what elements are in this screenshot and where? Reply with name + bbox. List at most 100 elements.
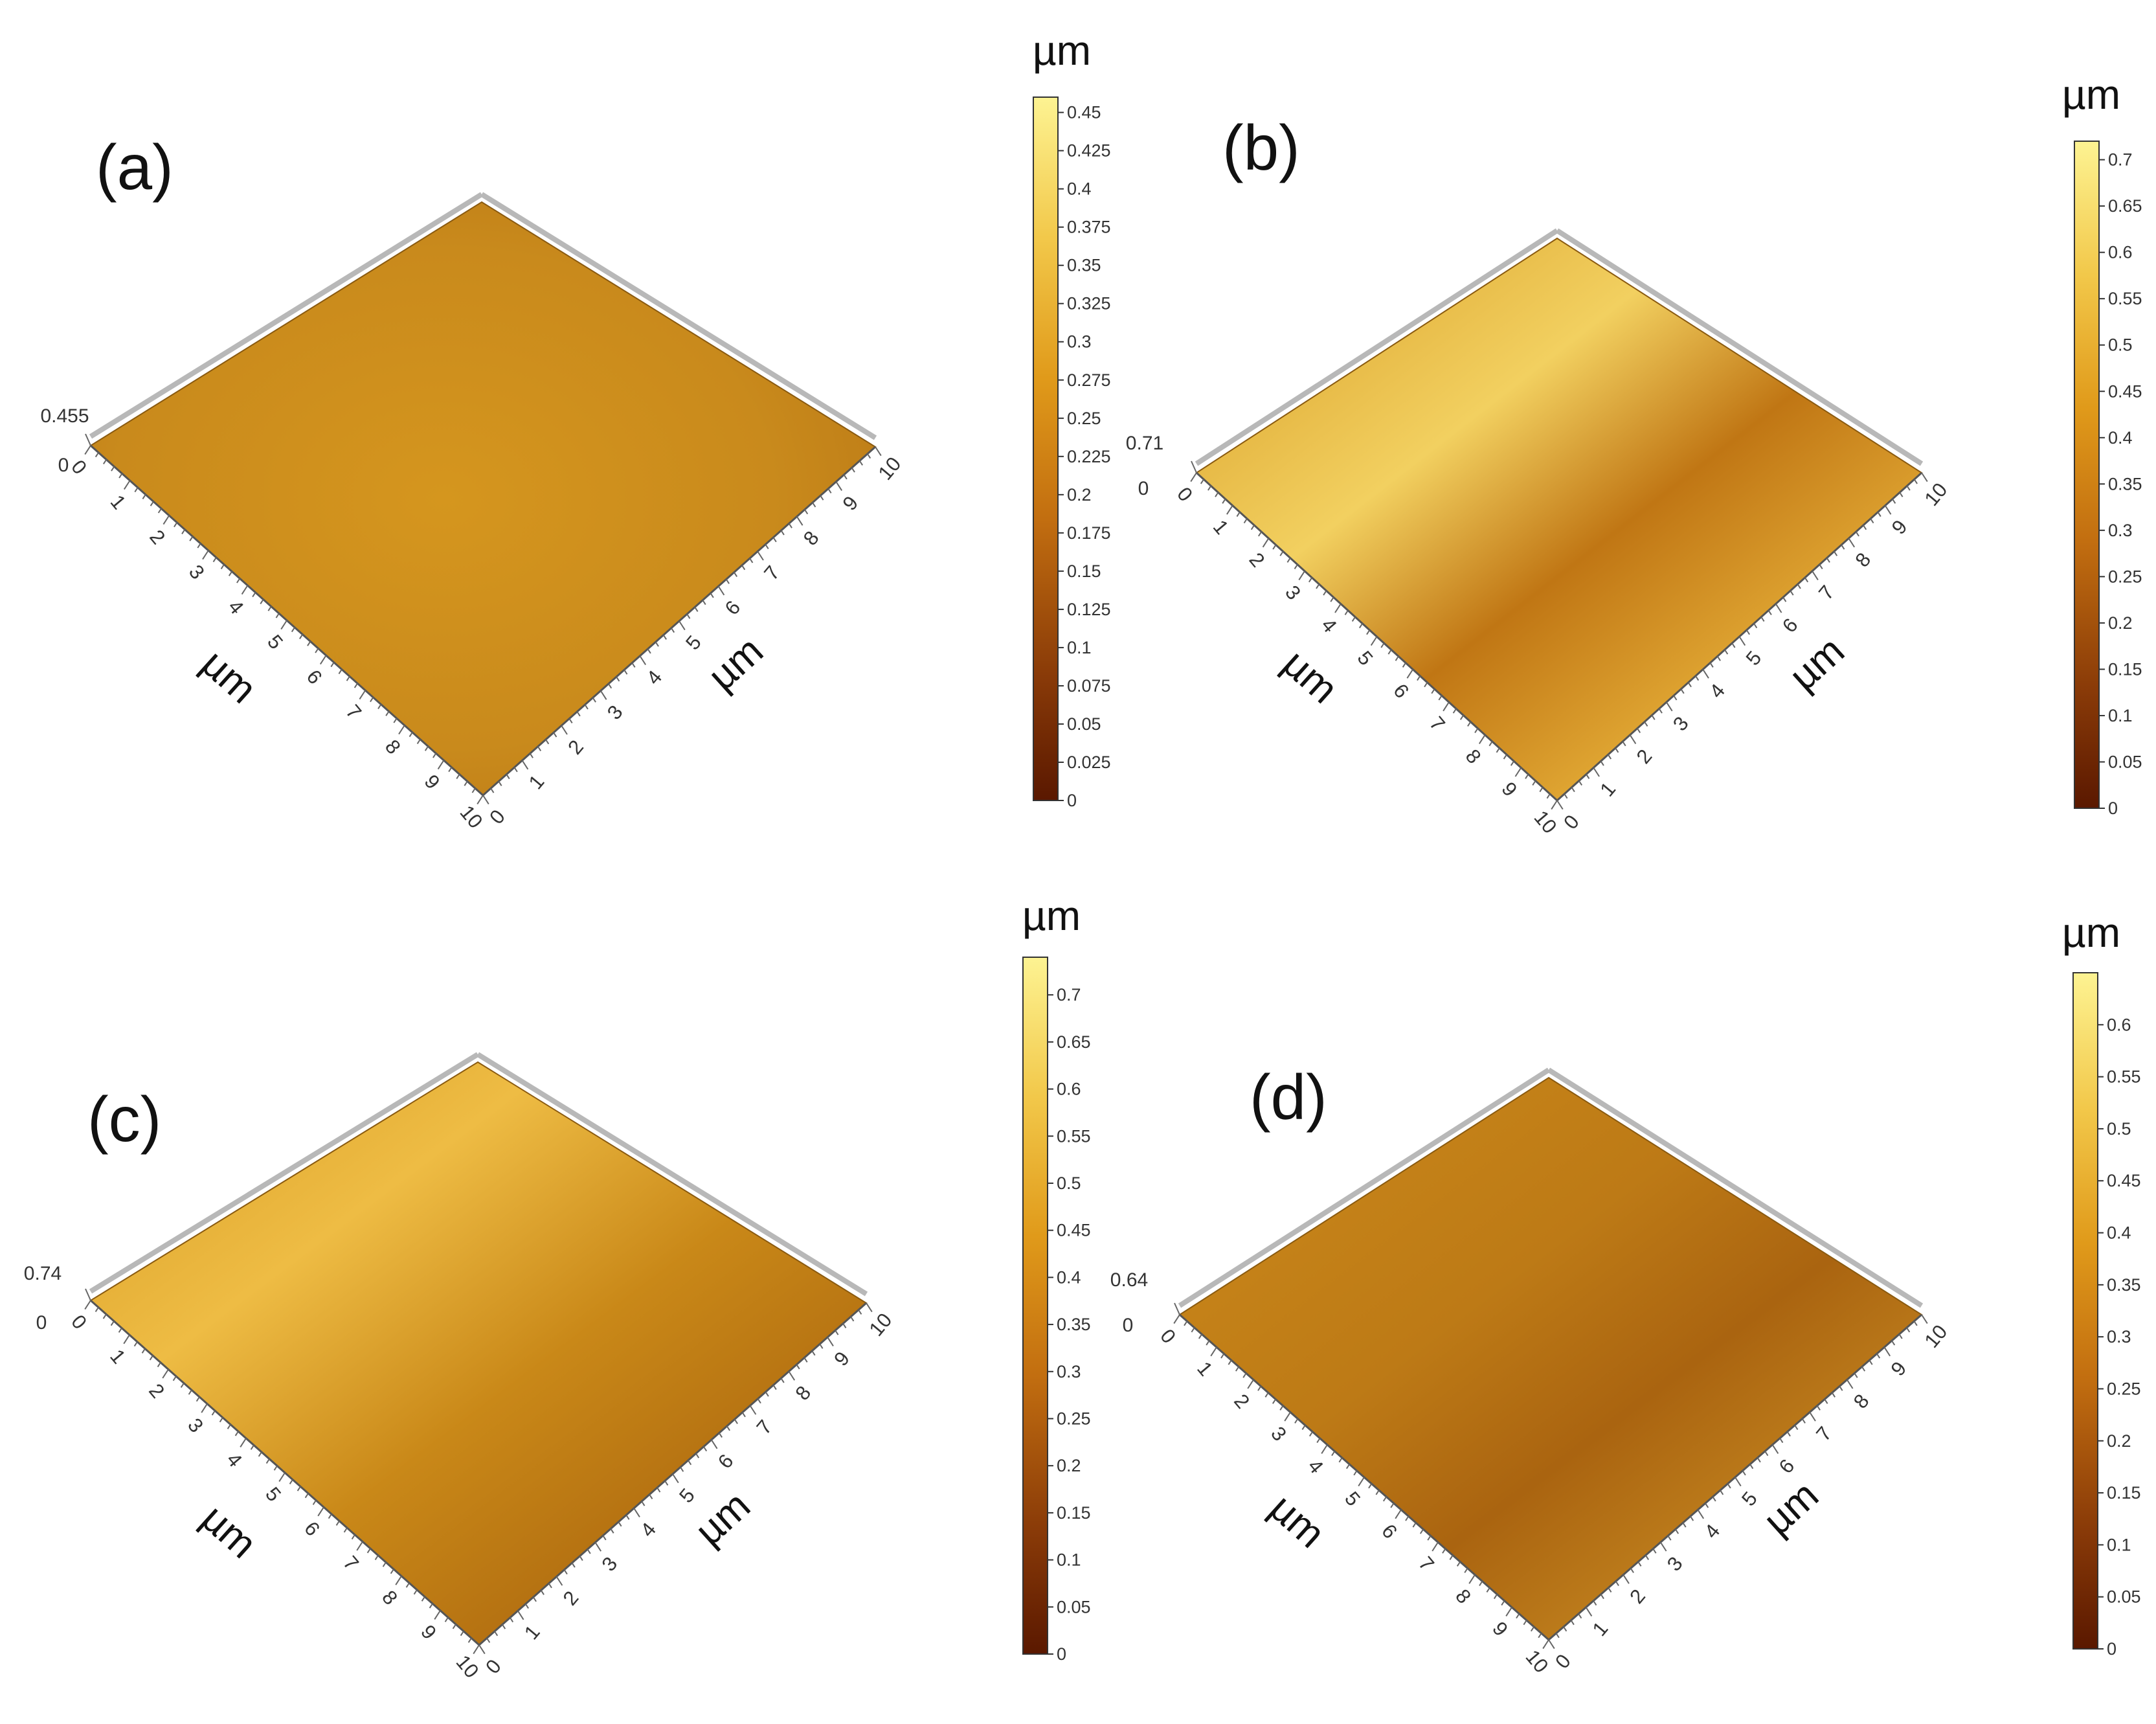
x-tick (273, 1465, 278, 1471)
x-tick (110, 1321, 115, 1326)
x-tick-label: 5 (261, 1482, 286, 1506)
x-tick (1493, 1594, 1498, 1600)
x-tick (1467, 721, 1472, 727)
colorbar-tick-label: 0.7 (1057, 985, 1081, 1004)
x-tick-label: 0 (1156, 1324, 1180, 1348)
y-tick (548, 1583, 552, 1589)
y-tick (1578, 780, 1583, 786)
back-edge-right (1547, 1067, 1924, 1308)
x-tick (1510, 760, 1514, 766)
y-tick-label: 6 (721, 596, 745, 620)
y-tick (1771, 1444, 1779, 1454)
x-tick (1210, 1346, 1217, 1357)
y-tick (1695, 675, 1700, 681)
x-tick (180, 1383, 185, 1389)
x-tick-label: 3 (1281, 581, 1305, 604)
x-tick (220, 564, 225, 569)
x-tick (1456, 1561, 1461, 1567)
x-tick (1530, 1626, 1535, 1632)
y-tick (502, 1624, 506, 1629)
y-tick (1801, 1418, 1806, 1423)
y-tick (780, 530, 785, 536)
x-tick (1215, 492, 1219, 497)
x-tick (163, 515, 170, 525)
x-tick (374, 1555, 379, 1561)
y-tick (1779, 1438, 1784, 1444)
x-tick (189, 536, 194, 541)
x-tick (390, 1569, 394, 1574)
colorbar-tick-label: 0.25 (2107, 1379, 2141, 1398)
y-tick (1884, 505, 1892, 515)
y-tick (842, 1323, 847, 1329)
y-tick (788, 1371, 796, 1381)
colorbar-tick-label: 0.45 (1057, 1221, 1091, 1240)
y-tick-label: 9 (1886, 1357, 1911, 1381)
colorbar-tick-label: 0.05 (1067, 714, 1101, 734)
x-tick (1308, 1431, 1314, 1437)
y-tick (610, 1528, 614, 1534)
colorbar-tick-label: 0 (1067, 791, 1077, 810)
x-tick (95, 452, 99, 458)
x-tick (1419, 1528, 1424, 1534)
y-tick (741, 1412, 746, 1418)
x-tick (236, 578, 241, 584)
colorbar-tick-label: 0.35 (2107, 1275, 2141, 1295)
y-tick (510, 1617, 514, 1623)
x-tick (1478, 734, 1486, 744)
x-tick (299, 634, 304, 639)
x-tick (413, 1589, 418, 1595)
colorbar-tick-label: 0.1 (1067, 638, 1092, 657)
x-tick (467, 1637, 472, 1643)
y-tick (1644, 721, 1648, 727)
afm-surface (1195, 237, 1923, 802)
x-tick (1301, 1425, 1306, 1431)
y-tick (602, 1535, 607, 1541)
y-tick-label: 4 (1705, 679, 1729, 703)
y-tick-label: 5 (681, 631, 706, 654)
y-tick (1607, 754, 1612, 760)
y-tick (561, 725, 568, 735)
x-tick-label: 3 (183, 1414, 208, 1437)
y-tick-label: 2 (559, 1587, 583, 1610)
x-tick (328, 1514, 332, 1519)
y-tick (1593, 1600, 1597, 1606)
colorbar-tick-label: 0.45 (1067, 103, 1101, 122)
x-tick (157, 1362, 161, 1368)
x-tick (460, 1631, 464, 1637)
x-tick (464, 780, 468, 786)
y-tick (1645, 1554, 1649, 1560)
colorbar-tick-label: 0.5 (2108, 335, 2133, 355)
x-tick (227, 1423, 231, 1429)
x-tick (1330, 596, 1334, 602)
y-tick (1682, 1522, 1687, 1528)
colorbar-tick-label: 0.25 (1057, 1409, 1091, 1428)
x-tick (343, 1527, 348, 1533)
x-tick (197, 543, 201, 549)
x-tick (1228, 1359, 1232, 1365)
colorbar-tick-label: 0.05 (2107, 1587, 2141, 1607)
colorbar-tick-label: 0.025 (1067, 753, 1111, 772)
afm-surface (1178, 1076, 1923, 1641)
x-tick (1505, 1607, 1512, 1616)
x-tick (437, 760, 445, 770)
y-tick (498, 780, 502, 786)
x-tick (84, 445, 91, 455)
x-tick (1449, 1554, 1454, 1560)
y-tick (734, 1418, 738, 1424)
y-tick (537, 746, 542, 752)
y-tick-label: 4 (642, 666, 666, 689)
x-tick (1321, 1444, 1328, 1454)
x-tick (1539, 787, 1544, 793)
x-tick (377, 704, 382, 709)
y-tick (1563, 1626, 1567, 1632)
y-tick (1839, 1385, 1843, 1391)
y-tick (639, 655, 647, 665)
y-tick (843, 474, 848, 480)
y-tick (664, 1480, 669, 1486)
y-tick (490, 788, 495, 793)
x-tick (1516, 1613, 1520, 1619)
y-tick (772, 1385, 777, 1390)
z-zero-label: 0 (1138, 478, 1149, 499)
x-tick (1546, 793, 1551, 799)
colorbar-tick-label: 0.55 (1057, 1126, 1091, 1146)
